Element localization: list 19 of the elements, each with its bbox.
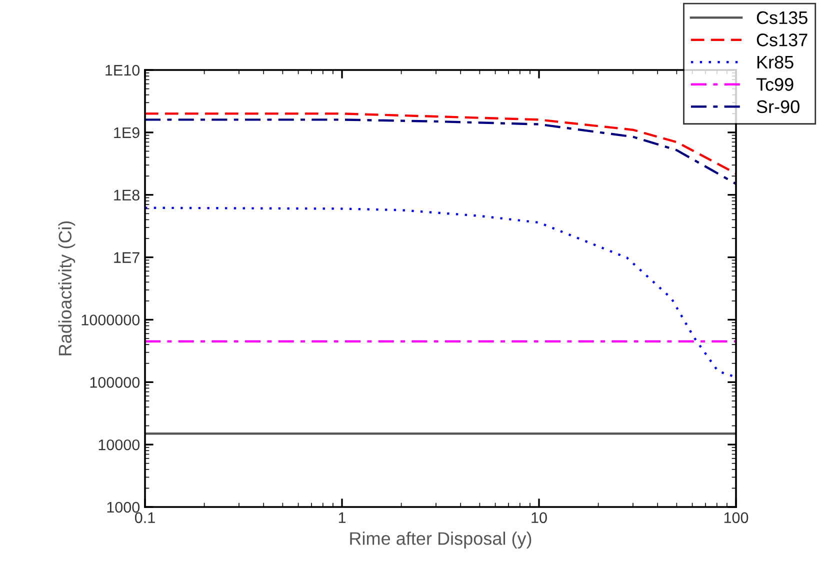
y-tick-label: 100000 (90, 377, 140, 388)
legend-label: Cs137 (756, 34, 808, 46)
x-tick-label: 100 (724, 512, 748, 524)
y-tick-label: 1000000 (82, 314, 140, 326)
legend-label: Tc99 (756, 78, 794, 91)
y-tick-label: 1E7 (114, 252, 140, 263)
legend-label: Cs135 (756, 11, 808, 24)
y-tick-label: 1E8 (114, 190, 140, 201)
legend-label: Sr-90 (756, 100, 800, 114)
x-tick-label: 0.1 (134, 512, 155, 524)
x-tick-label: 10 (532, 512, 547, 524)
y-tick-label: 1000 (107, 502, 140, 513)
y-tick-label: 1E10 (106, 64, 140, 76)
legend-label: Kr85 (757, 56, 794, 69)
y-tick-label: 1E9 (114, 127, 140, 138)
x-tick-label: 1 (338, 512, 346, 523)
y-axis-title: Radioactivity (Ci) (58, 221, 76, 356)
y-tick-label: 10000 (98, 439, 140, 450)
x-axis-title: Rime after Disposal (y) (350, 532, 532, 548)
